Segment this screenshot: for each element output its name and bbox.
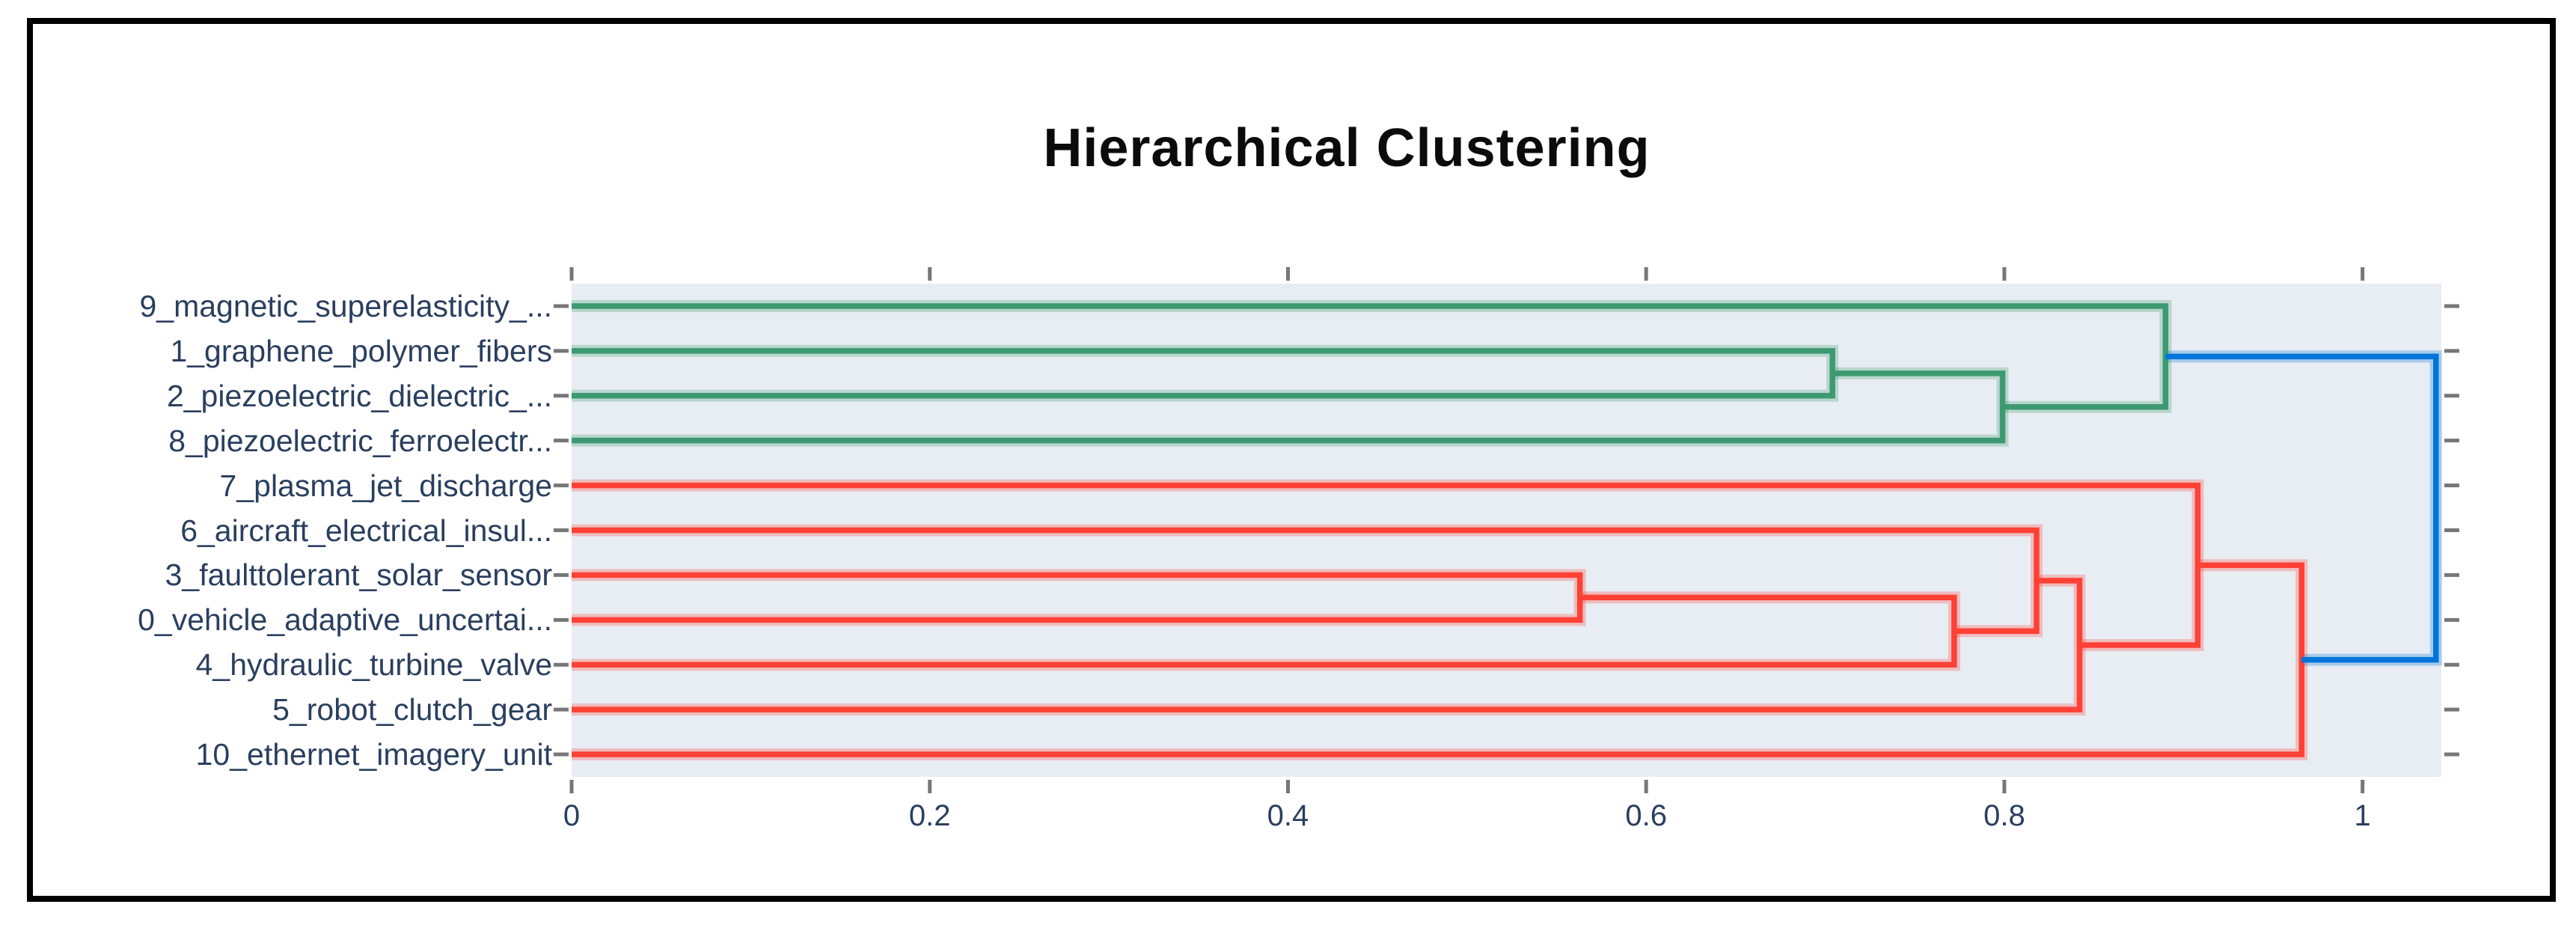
leaf-label: 0_vehicle_adaptive_uncertai... bbox=[138, 602, 552, 638]
leaf-label: 5_robot_clutch_gear bbox=[272, 692, 552, 727]
cluster-link bbox=[2165, 353, 2439, 663]
leaf-label: 10_ethernet_imagery_unit bbox=[195, 737, 552, 772]
leaf-label: 9_magnetic_superelasticity_... bbox=[139, 288, 552, 323]
cluster-link bbox=[572, 572, 1583, 623]
leaf-label: 1_graphene_polymer_fibers bbox=[170, 333, 552, 368]
chart-title: Hierarchical Clustering bbox=[1043, 118, 1650, 178]
leaf-label: 3_faulttolerant_solar_sensor bbox=[165, 558, 552, 593]
dendrogram-lines bbox=[572, 303, 2439, 757]
leaf-label: 4_hydraulic_turbine_valve bbox=[195, 647, 552, 683]
cluster-link bbox=[572, 562, 2305, 757]
leaf-label: 7_plasma_jet_discharge bbox=[219, 468, 552, 503]
cluster-link bbox=[572, 303, 2169, 410]
x-tick-label: 1 bbox=[2354, 799, 2371, 832]
x-tick-label: 0.4 bbox=[1267, 799, 1309, 832]
leaf-label: 8_piezoelectric_ferroelectr... bbox=[168, 423, 552, 458]
x-tick-label: 0.8 bbox=[1983, 799, 2025, 832]
x-tick-label: 0 bbox=[563, 799, 581, 832]
leaf-label: 2_piezoelectric_dielectric_... bbox=[166, 378, 552, 413]
leaf-label: 6_aircraft_electrical_insul... bbox=[180, 513, 552, 548]
x-tick-label: 0.2 bbox=[908, 799, 951, 832]
x-tick-label: 0.6 bbox=[1625, 799, 1667, 832]
